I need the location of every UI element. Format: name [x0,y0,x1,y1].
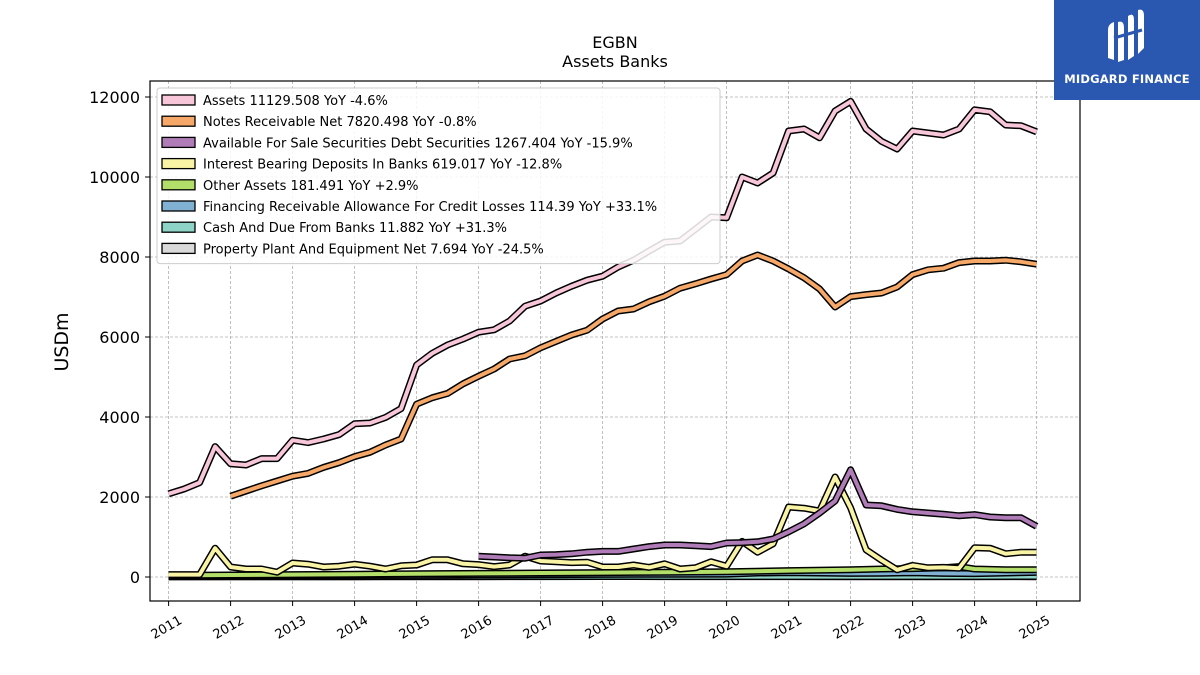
logo-mark-icon [1108,9,1144,63]
y-axis-label: USDm [51,312,73,371]
legend-box [156,87,721,265]
legend-swatch [161,200,196,212]
y-tick-label: 4000 [99,408,140,427]
legend-swatch [161,179,196,191]
x-tick-label: 2022 [831,613,867,643]
series-line-outline [229,251,1038,500]
chart-title: EGBN [592,33,637,52]
series-line [168,99,1038,496]
legend-label: Notes Receivable Net 7820.498 YoY -0.8% [203,115,477,130]
legend-label: Interest Bearing Deposits In Banks 619.0… [203,158,562,173]
legend-swatch [161,242,196,255]
legend-label: Property Plant And Equipment Net 7.694 Y… [203,242,544,257]
series-interest-bearing-deposits-in-banks [168,473,1037,579]
x-tick-label: 2019 [645,613,681,643]
series-available-for-sale-securities-debt-securities [478,466,1039,562]
series-assets [167,97,1038,498]
legend-label: Other Assets 181.491 YoY +2.9% [203,179,419,194]
legend-swatch [161,115,196,127]
y-tick-label: 2000 [99,488,140,507]
x-tick-label: 2013 [273,613,309,643]
legend: Assets 11129.508 YoY -4.6% Notes Receivab… [156,87,721,265]
x-tick-label: 2023 [893,613,929,643]
x-tick-label: 2021 [769,613,805,643]
y-tick-label: 0 [130,568,140,587]
y-tick-label: 6000 [99,328,140,347]
series-notes-receivable-net [229,251,1038,500]
legend-label: Assets 11129.508 YoY -4.6% [203,94,388,109]
brand-name: MIDGARD FINANCE [1064,72,1190,86]
y-tick-label: 12000 [89,88,140,107]
x-tick-label: 2018 [583,613,619,643]
x-tick-label: 2017 [521,613,557,643]
series-layer [167,97,1039,581]
x-tick-label: 2020 [707,613,743,643]
legend-label: Financing Receivable Allowance For Credi… [203,200,657,215]
series-line [229,253,1037,499]
series-line [478,467,1038,561]
brand-logo: MIDGARD FINANCE [1054,0,1200,100]
x-tick-label: 2012 [211,613,247,643]
x-tick-label: 2011 [149,613,185,643]
legend-swatch [161,221,196,233]
y-tick-label: 10000 [89,168,140,187]
legend-swatch [161,94,196,106]
x-tick-label: 2016 [459,613,495,643]
x-tick-label: 2015 [397,613,433,643]
y-tick-label: 8000 [99,248,140,267]
series-line [168,475,1037,577]
x-tick-label: 2014 [335,613,371,643]
x-tick-label: 2025 [1017,613,1053,643]
chart-subtitle: Assets Banks [562,52,668,71]
legend-label: Cash And Due From Banks 11.882 YoY +31.3… [203,221,507,236]
plot-frame [149,80,1081,602]
legend-swatch [161,136,196,149]
x-tick-label: 2024 [955,613,991,643]
legend-label: Available For Sale Securities Debt Secur… [203,136,633,151]
legend-swatch [161,157,196,170]
